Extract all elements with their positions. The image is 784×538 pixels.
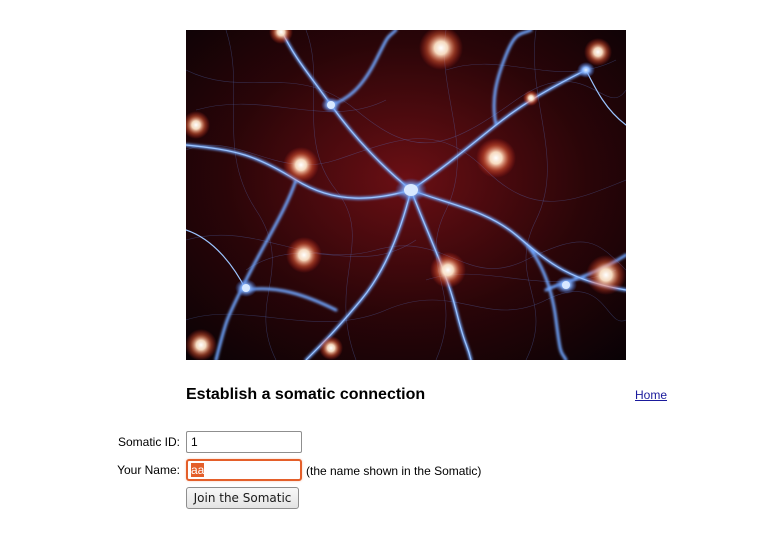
somatic-id-input[interactable] [186, 431, 302, 453]
neuron-network-image [186, 30, 626, 360]
home-link[interactable]: Home [635, 388, 668, 402]
somatic-id-label: Somatic ID: [117, 435, 180, 449]
your-name-hint: (the name shown in the Somatic) [306, 464, 482, 478]
join-somatic-button[interactable]: Join the Somatic [186, 487, 299, 509]
page-title: Establish a somatic connection [186, 386, 426, 403]
neuron-network-illustration [186, 30, 626, 360]
your-name-label: Your Name: [117, 463, 180, 477]
your-name-input[interactable] [186, 459, 302, 481]
